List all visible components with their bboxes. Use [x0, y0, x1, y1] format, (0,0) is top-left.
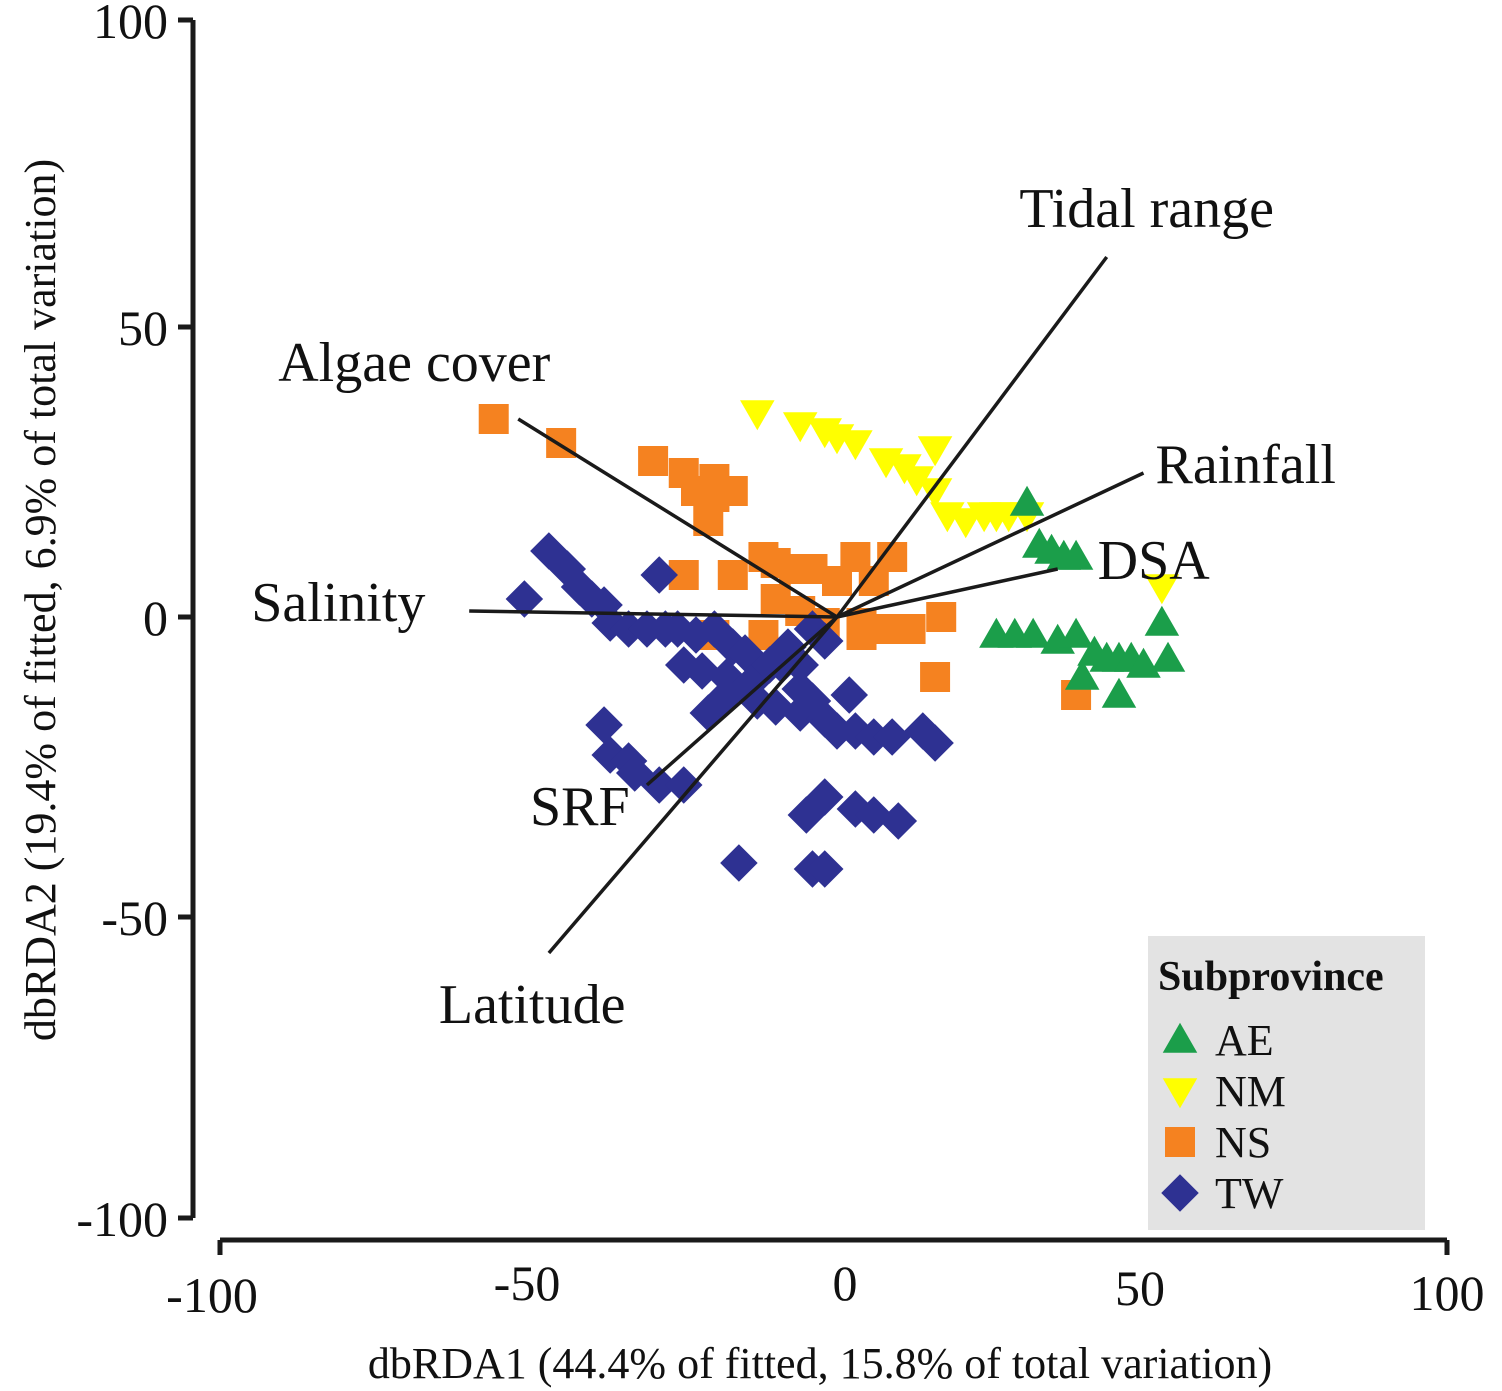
vector-line — [835, 255, 1109, 619]
data-point-tw — [505, 580, 544, 618]
data-point-tw — [793, 682, 832, 720]
legend-label: TW — [1215, 1169, 1284, 1218]
data-point-tw — [640, 766, 678, 804]
data-point-tw — [787, 796, 826, 834]
data-point-ns — [926, 602, 957, 632]
legend-marker — [1161, 1174, 1199, 1212]
vector-line — [517, 417, 838, 619]
vector-label: Algae cover — [278, 332, 550, 394]
vector-label: Rainfall — [1156, 434, 1336, 496]
vector-label: SRF — [530, 776, 630, 838]
y-tick-label: 100 — [93, 0, 168, 49]
x-tick-label: -50 — [494, 1255, 561, 1311]
vector-label: Latitude — [439, 974, 626, 1036]
legend-entry-ns: NS — [1165, 1118, 1271, 1167]
data-point-nm — [917, 478, 953, 509]
legend-marker — [1162, 1078, 1198, 1109]
data-point-ns — [895, 614, 926, 644]
data-point-ae — [1150, 641, 1186, 672]
legend-title: Subprovince — [1158, 954, 1384, 1000]
y-axis-title: dbRDA2 (19.4% of fitted, 6.9% of total v… — [16, 159, 65, 1041]
data-point-ns — [717, 476, 748, 506]
vector-rainfall: Rainfall — [836, 434, 1336, 619]
y-tick-label: -50 — [101, 890, 168, 946]
data-point-ns — [717, 560, 748, 590]
series-ns — [478, 404, 1092, 710]
legend-entry-nm: NM — [1162, 1067, 1286, 1116]
vector-label: DSA — [1098, 530, 1211, 592]
data-point-ae — [1009, 485, 1045, 516]
data-point-ns — [638, 446, 669, 476]
data-point-tw — [720, 844, 758, 882]
legend-label: NM — [1215, 1067, 1286, 1116]
vectors-layer: Tidal range Rainfall DSA Algae cover Salinit… — [251, 178, 1336, 1036]
legend-marker — [1165, 1127, 1195, 1157]
legend-marker — [1162, 1022, 1198, 1053]
x-tick-label: -100 — [166, 1267, 258, 1323]
vector-line — [836, 567, 1059, 619]
data-point-tw — [805, 850, 844, 888]
x-tick-label: 100 — [1410, 1265, 1485, 1321]
legend-label: AE — [1215, 1016, 1274, 1065]
data-point-nm — [838, 430, 873, 461]
data-point-nm — [782, 412, 818, 443]
x-tick-label: 50 — [1115, 1260, 1165, 1316]
vector-srf: SRF — [530, 615, 839, 838]
y-axis-ticks: 100 50 0 -50 -100 — [76, 0, 193, 1247]
y-tick-label: 50 — [118, 300, 168, 356]
series-ae — [979, 485, 1186, 708]
x-axis-ticks: -100 -50 0 50 100 — [166, 1240, 1485, 1323]
data-point-ae — [1058, 539, 1094, 570]
vector-algae-cover: Algae cover — [278, 332, 838, 619]
data-point-tw — [585, 706, 623, 744]
data-point-nm — [1144, 574, 1180, 605]
data-point-ns — [920, 662, 951, 692]
data-point-tw — [805, 622, 844, 660]
series-nm — [740, 400, 1180, 605]
data-point-nm — [899, 466, 934, 497]
data-point-ns — [478, 404, 509, 434]
data-point-nm — [740, 400, 775, 431]
legend-entry-tw: TW — [1161, 1169, 1284, 1218]
data-point-nm — [948, 508, 983, 539]
data-point-tw — [879, 802, 918, 840]
vector-label: Tidal range — [1019, 178, 1274, 240]
points-layer — [478, 400, 1186, 888]
data-point-tw — [665, 766, 703, 804]
data-point-tw — [873, 718, 911, 756]
y-tick-label: 0 — [143, 590, 168, 646]
data-point-ae — [1101, 677, 1137, 708]
legend-label: NS — [1215, 1118, 1271, 1167]
vector-line — [469, 609, 838, 619]
data-point-tw — [640, 556, 678, 594]
data-point-nm — [917, 436, 953, 467]
vector-line — [547, 615, 839, 955]
data-point-ns — [846, 620, 877, 650]
vector-line — [836, 471, 1145, 619]
data-point-ae — [1058, 617, 1094, 648]
x-tick-label: 0 — [833, 1255, 858, 1311]
data-point-ae — [1064, 659, 1100, 690]
series-tw — [505, 532, 954, 888]
data-point-ae — [1015, 617, 1051, 648]
legend-entry-ae: AE — [1162, 1016, 1274, 1065]
x-axis-title: dbRDA1 (44.4% of fitted, 15.8% of total … — [368, 1339, 1272, 1388]
data-point-ae — [1144, 605, 1180, 636]
vector-label: Salinity — [251, 572, 425, 634]
y-tick-label: -100 — [76, 1191, 168, 1247]
vector-latitude: Latitude — [439, 615, 839, 1036]
data-point-tw — [830, 676, 869, 714]
data-point-tw — [916, 724, 954, 762]
vector-tidal-range: Tidal range — [835, 178, 1274, 619]
vector-line — [645, 615, 839, 787]
vector-dsa: DSA — [836, 530, 1211, 619]
vector-salinity: Salinity — [251, 572, 838, 634]
